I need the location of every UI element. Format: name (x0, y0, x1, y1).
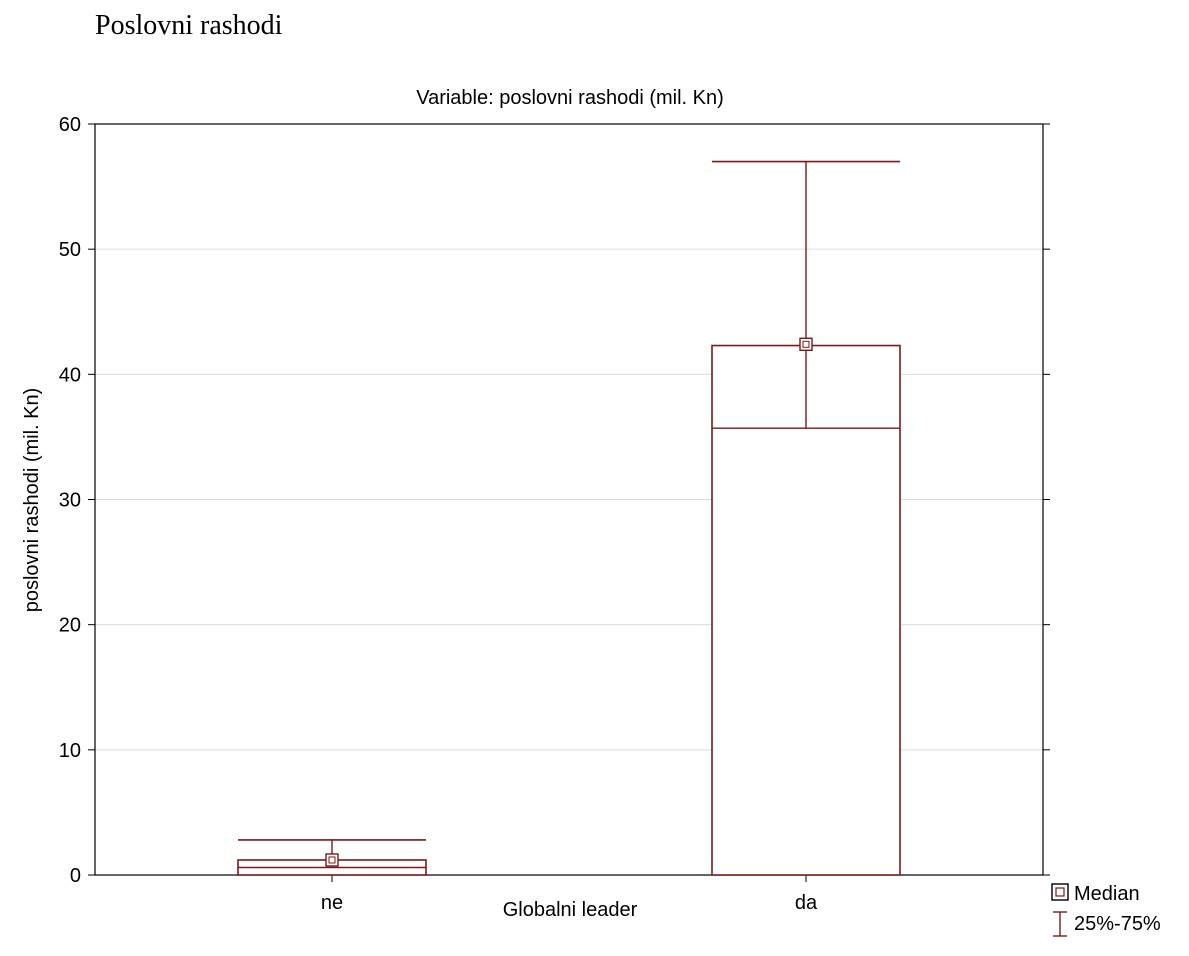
x-axis-label: Globalni leader (503, 899, 638, 921)
plot-frame (94, 123, 1044, 876)
median-marker-inner-da (802, 340, 810, 348)
y-tick-label: 30 (59, 490, 81, 512)
x-tick-label: da (795, 892, 818, 914)
median-marker-ne (325, 853, 339, 867)
axes: 0 10 20 30 40 50 60 ne da (59, 114, 1050, 914)
legend-median-icon-inner (1055, 887, 1065, 897)
page-heading: Poslovni rashodi (95, 10, 283, 41)
median-marker-inner-ne (328, 856, 336, 864)
y-tick-label: 40 (59, 364, 81, 386)
box-da (711, 344, 901, 876)
legend-label: Median (1074, 883, 1140, 905)
legend-median-icon (1051, 883, 1069, 901)
x-tick-label: ne (321, 892, 343, 914)
y-tick-label: 0 (70, 865, 81, 887)
legend-label: 25%-75% (1074, 913, 1161, 935)
chart-title: Variable: poslovni rashodi (mil. Kn) (416, 87, 724, 109)
legend: Median 25%-75% (1051, 883, 1161, 937)
y-tick-label: 60 (59, 114, 81, 136)
median-marker-da (799, 337, 813, 351)
y-tick-label: 10 (59, 740, 81, 762)
y-tick-label: 50 (59, 239, 81, 261)
boxes (237, 160, 901, 876)
y-axis-label: poslovni rashodi (mil. Kn) (21, 388, 43, 613)
y-tick-label: 20 (59, 615, 81, 637)
